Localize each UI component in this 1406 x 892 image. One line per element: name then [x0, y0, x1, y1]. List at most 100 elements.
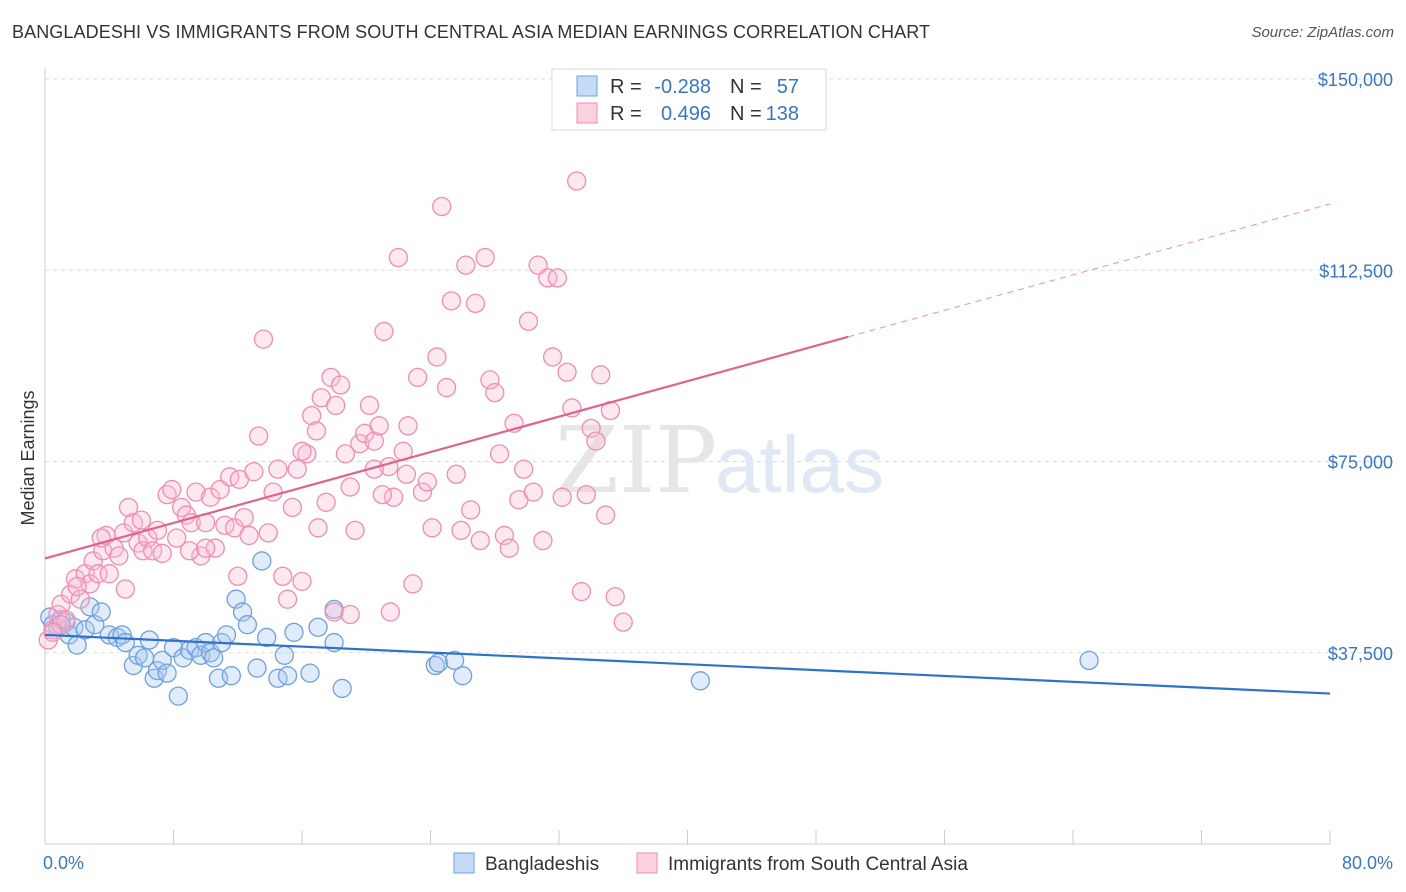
point-1-113: [576, 484, 596, 505]
watermark: ZIP atlas: [555, 407, 884, 514]
point-1-53: [287, 459, 307, 479]
point-1-107: [547, 268, 568, 288]
point-0-45: [277, 666, 298, 686]
point-1-28: [167, 528, 187, 548]
point-1-136: [292, 441, 312, 461]
series-bangladeshis: [40, 551, 1099, 706]
y-tick-label-3: $150,000: [1318, 70, 1393, 90]
point-0-54: [444, 650, 465, 671]
point-1-14: [99, 564, 119, 584]
legend-n-label-2: N =: [730, 103, 762, 125]
point-0-11: [91, 602, 111, 622]
point-1-42: [234, 507, 254, 528]
axes: [44, 68, 1331, 845]
y-tick-label-0: $37,500: [1328, 644, 1393, 664]
point-1-7: [70, 589, 90, 609]
point-1-95: [489, 444, 510, 464]
point-1-71: [374, 321, 394, 342]
point-1-84: [436, 377, 457, 398]
point-0-47: [300, 663, 320, 683]
y-tick-labels: $37,500 $75,000 $112,500 $150,000: [1318, 70, 1393, 664]
point-1-83: [432, 196, 452, 217]
point-1-126: [380, 602, 400, 622]
point-1-49: [268, 459, 288, 479]
point-1-101: [518, 311, 539, 331]
point-1-44: [244, 462, 264, 482]
point-1-135: [43, 622, 63, 642]
point-1-103: [528, 255, 548, 275]
point-1-65: [345, 520, 365, 540]
point-1-119: [605, 587, 625, 607]
point-1-128: [228, 566, 248, 586]
point-1-32: [186, 482, 206, 502]
point-1-114: [581, 418, 601, 439]
y-axis-label: Median Earnings: [18, 390, 38, 525]
point-0-50: [332, 678, 352, 699]
point-1-64: [340, 477, 360, 497]
point-1-94: [485, 382, 505, 403]
point-0-9: [80, 597, 100, 617]
point-1-56: [301, 405, 322, 426]
point-1-111: [567, 171, 587, 191]
point-1-11: [88, 564, 108, 584]
point-0-22: [152, 650, 172, 671]
point-1-18: [118, 497, 139, 518]
legend-n-value-1: 57: [777, 76, 799, 98]
point-0-32: [204, 648, 224, 668]
point-0-40: [247, 658, 267, 678]
point-0-55: [452, 666, 473, 686]
point-1-70: [369, 416, 389, 436]
point-1-76: [398, 416, 418, 436]
point-1-112: [571, 581, 592, 602]
point-1-6: [65, 569, 86, 589]
legend-n-label-1: N =: [730, 76, 762, 98]
point-1-69: [364, 431, 384, 451]
point-1-54: [292, 571, 312, 591]
point-1-59: [316, 492, 336, 512]
point-1-85: [441, 291, 462, 311]
point-1-124: [324, 602, 344, 622]
point-1-115: [586, 431, 606, 451]
point-1-89: [461, 500, 481, 520]
point-1-16: [109, 546, 129, 566]
point-1-77: [403, 574, 423, 594]
bottom-legend-swatch-bangladeshis: [453, 852, 475, 874]
point-0-38: [232, 602, 253, 622]
legend: R = -0.288 N = 57 R = 0.496 N = 138: [551, 68, 827, 131]
point-1-117: [595, 505, 616, 525]
point-1-131: [115, 579, 135, 599]
point-1-125: [340, 604, 360, 625]
watermark-atlas: atlas: [715, 420, 884, 509]
point-0-23: [157, 663, 177, 683]
point-1-10: [83, 551, 103, 571]
legend-r-label-2: R =: [610, 103, 642, 125]
point-1-47: [258, 523, 278, 543]
point-0-53: [428, 653, 449, 673]
point-1-123: [308, 518, 328, 538]
point-1-63: [335, 444, 356, 464]
legend-r-value-2: 0.496: [661, 103, 711, 125]
bottom-legend-label-immigrants: Immigrants from South Central Asia: [668, 854, 968, 875]
point-0-16: [123, 655, 143, 676]
point-1-109: [557, 362, 577, 382]
point-0-46: [284, 622, 304, 642]
point-1-93: [480, 370, 500, 390]
bottom-legend-swatch-immigrants: [636, 852, 658, 874]
point-1-87: [451, 520, 471, 540]
point-1-45: [248, 426, 269, 446]
point-1-120: [613, 612, 633, 632]
point-1-60: [321, 367, 341, 388]
trend-line-1: [44, 335, 849, 560]
point-1-37: [210, 479, 230, 500]
point-1-3: [51, 594, 71, 614]
x-tick-label-min: 0.0%: [43, 853, 84, 873]
x-tick-label-max: 80.0%: [1342, 853, 1393, 873]
point-1-86: [446, 464, 466, 484]
series-immigrants: [38, 171, 633, 650]
point-0-25: [168, 686, 188, 706]
point-0-36: [221, 666, 241, 686]
point-1-108: [552, 487, 572, 507]
legend-r-value-1: -0.288: [654, 76, 711, 98]
point-1-80: [417, 472, 437, 492]
